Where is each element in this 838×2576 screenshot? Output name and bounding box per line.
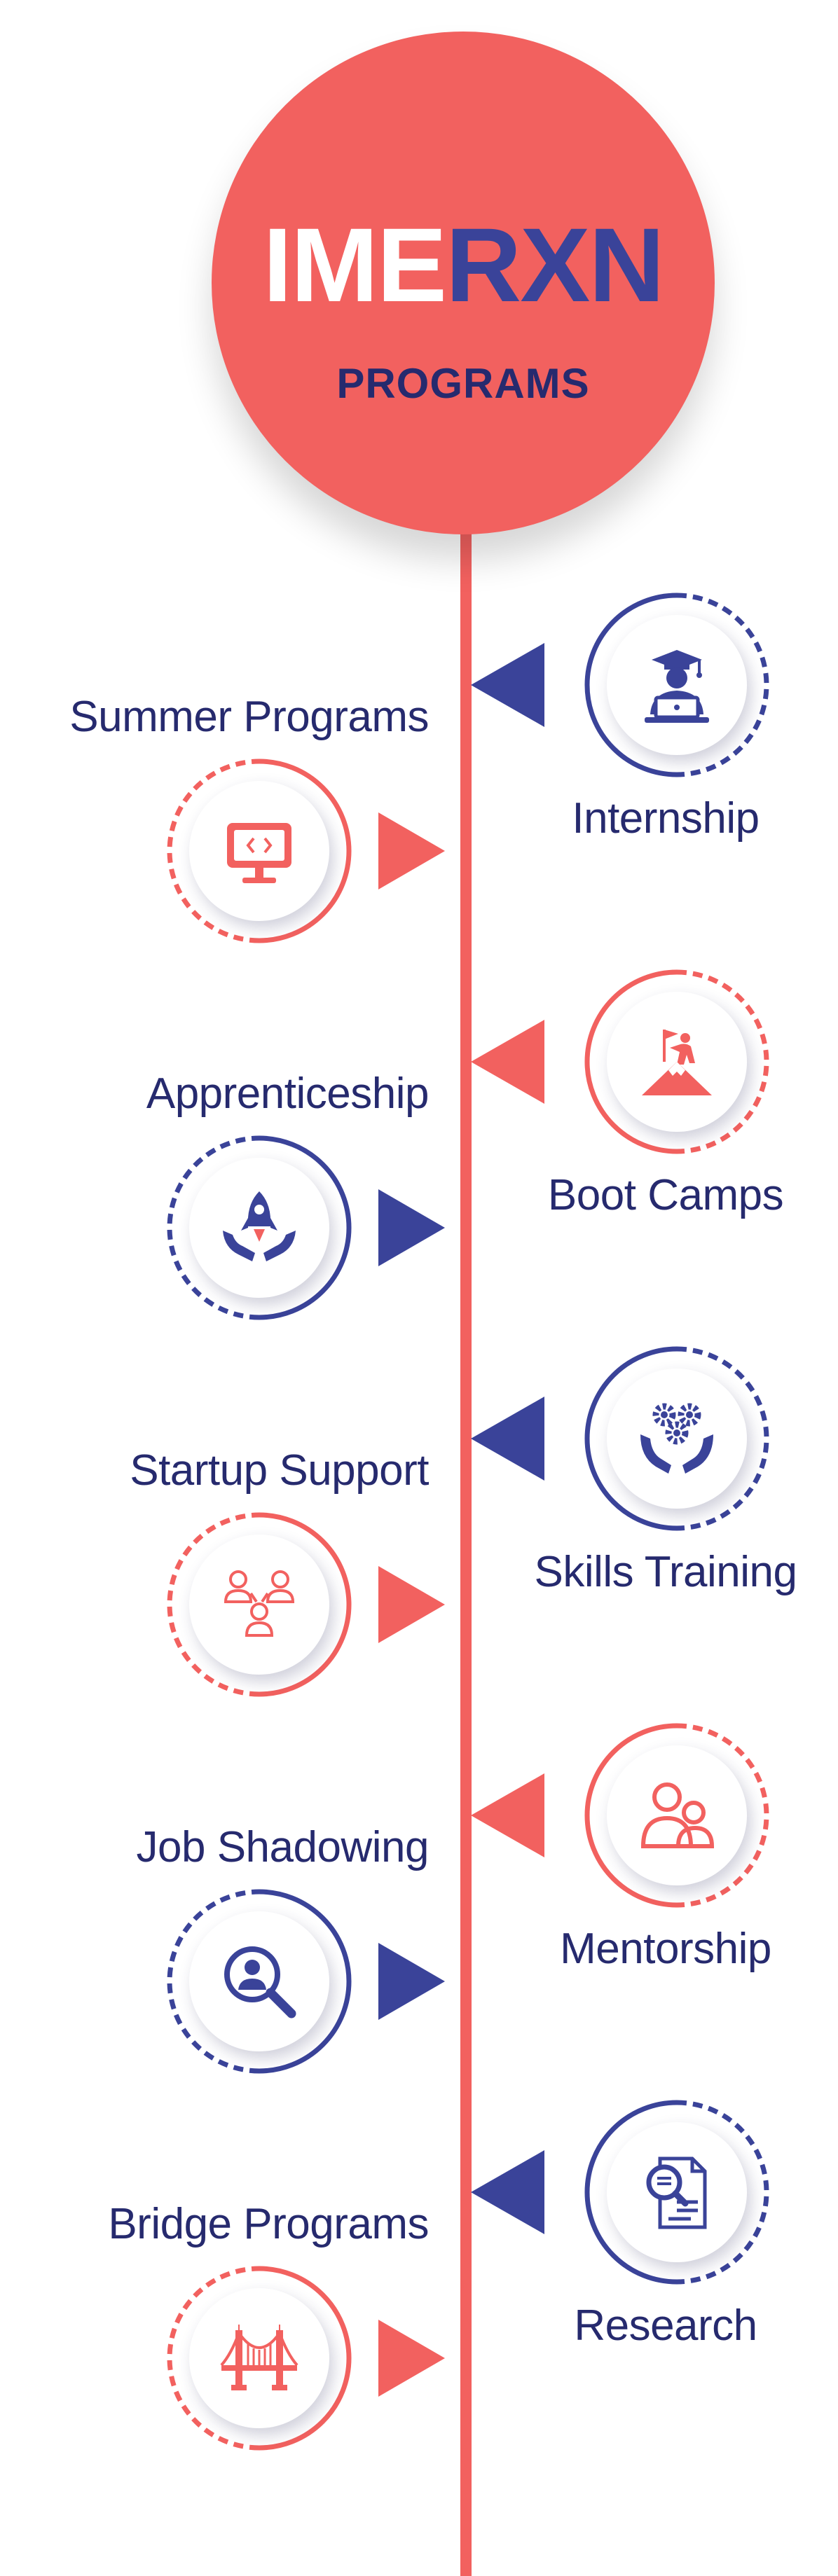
program-node-job-shadowing [161,1883,357,2079]
program-node-summer-programs [161,753,357,949]
program-label-startup-support: Startup Support [130,1446,429,1495]
pointer-arrow-summer-programs [378,812,445,889]
pointer-arrow-mentorship [471,1773,544,1857]
pointer-arrow-job-shadowing [378,1943,445,2020]
bridge-icon [220,2325,298,2390]
program-label-job-shadowing: Job Shadowing [136,1823,430,1871]
program-label-research: Research [574,2301,757,2350]
team-network-icon [224,1570,295,1637]
pointer-arrow-research [471,2150,544,2234]
program-node-boot-camps [579,964,775,1160]
brand-part2: RXN [445,206,665,324]
gears-hands-icon [640,1403,713,1474]
pointer-arrow-boot-camps [471,1020,544,1104]
program-node-apprenticeship [161,1130,357,1326]
pointer-arrow-skills-training [471,1397,544,1481]
icon-disc [189,1158,329,1298]
icon-disc [607,1745,747,1885]
program-node-skills-training [579,1341,775,1537]
brand-logo: IMERXN [212,212,715,317]
program-label-apprenticeship: Apprenticeship [146,1069,430,1118]
monitor-code-icon [227,823,291,883]
pointer-arrow-startup-support [378,1566,445,1643]
pointer-arrow-bridge-programs [378,2320,445,2397]
graduate-laptop-icon [645,650,709,723]
mentor-people-icon [640,1782,715,1848]
rocket-hands-icon [223,1191,296,1261]
mountain-flag-icon [642,1030,712,1095]
program-node-bridge-programs [161,2260,357,2456]
timeline-spine [460,532,472,2576]
program-label-skills-training: Skills Training [534,1548,797,1596]
program-label-bridge-programs: Bridge Programs [108,2200,429,2248]
program-label-boot-camps: Boot Camps [547,1171,784,1219]
program-node-research [579,2094,775,2290]
program-node-startup-support [161,1507,357,1703]
pointer-arrow-internship [471,643,544,727]
subtitle: PROGRAMS [336,360,590,407]
program-label-summer-programs: Summer Programs [69,693,429,741]
brand-part1: IME [263,206,447,324]
pointer-arrow-apprenticeship [378,1189,445,1266]
magnifier-person-icon [224,1946,296,2018]
program-label-internship: Internship [572,794,760,843]
program-label-mentorship: Mentorship [560,1925,771,1973]
program-node-internship [579,587,775,783]
header-circle: IMERXN PROGRAMS [212,32,715,534]
program-node-mentorship [579,1717,775,1913]
document-search-icon [646,2156,707,2229]
